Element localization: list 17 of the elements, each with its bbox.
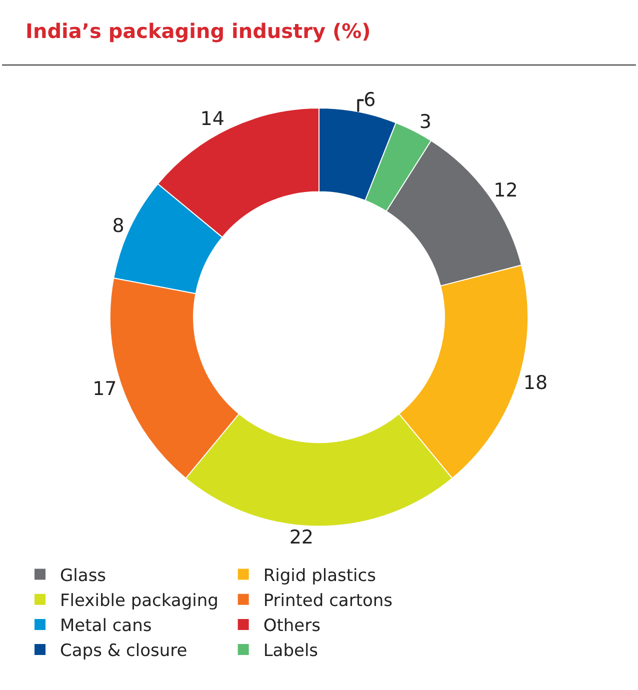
data-label: 12 xyxy=(494,179,518,202)
legend-label: Labels xyxy=(263,641,318,662)
legend-label: Glass xyxy=(60,566,106,586)
data-label: 6 xyxy=(364,89,376,112)
data-label: 17 xyxy=(92,378,117,400)
legend-label: Caps & closure xyxy=(60,641,188,662)
legend-label: Metal cans xyxy=(60,616,152,636)
legend-label: Flexible packaging xyxy=(60,590,218,611)
data-label: 22 xyxy=(289,526,314,548)
data-label: 8 xyxy=(112,215,124,238)
chart-title: India’s packaging industry (%) xyxy=(26,19,371,44)
legend-label: Others xyxy=(263,616,321,636)
data-label: 18 xyxy=(523,372,548,394)
data-label: 14 xyxy=(200,108,224,130)
legend-label: Printed cartons xyxy=(263,590,393,611)
legend-label: Rigid plastics xyxy=(263,566,376,586)
data-label: 3 xyxy=(419,111,432,134)
